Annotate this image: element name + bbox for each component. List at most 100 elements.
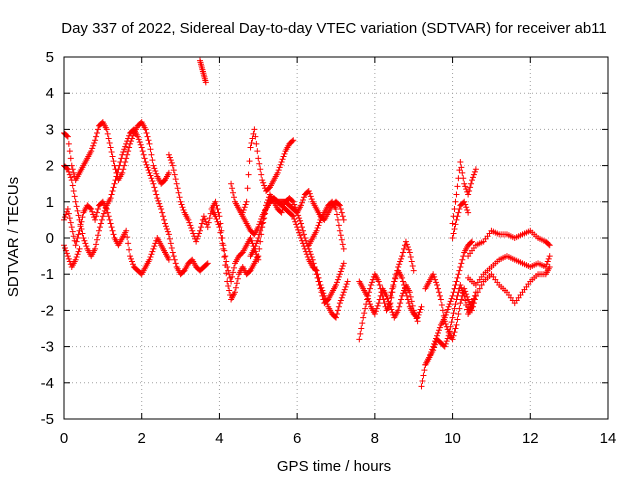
series-track-n: [387, 267, 425, 321]
data-point: [305, 187, 312, 194]
data-point: [67, 174, 74, 181]
data-point: [125, 240, 132, 247]
data-point: [136, 139, 143, 146]
data-point: [376, 296, 383, 303]
data-point: [135, 136, 142, 143]
x-tick-label: 12: [522, 430, 539, 447]
data-point: [417, 306, 424, 313]
data-point: [338, 265, 345, 272]
data-point: [546, 242, 553, 249]
data-point: [443, 338, 450, 345]
data-point: [384, 295, 391, 302]
data-point: [168, 159, 175, 166]
data-point: [452, 221, 459, 228]
data-point: [146, 256, 153, 263]
data-point: [468, 239, 475, 246]
data-point: [441, 318, 448, 325]
data-point: [340, 216, 347, 223]
data-point: [222, 262, 229, 269]
data-point: [93, 133, 100, 140]
data-point: [77, 223, 84, 230]
data-point: [302, 237, 309, 244]
data-point: [407, 293, 414, 300]
data-point: [229, 185, 236, 192]
data-point: [70, 169, 77, 176]
data-point: [453, 321, 460, 328]
data-point: [470, 171, 477, 178]
data-point: [276, 164, 283, 171]
data-point: [166, 154, 173, 161]
data-point: [213, 202, 220, 209]
data-point: [151, 243, 158, 250]
data-point: [248, 139, 255, 146]
data-point: [377, 292, 384, 299]
data-point: [251, 245, 258, 252]
data-point: [166, 235, 173, 242]
data-point: [339, 292, 346, 299]
data-point: [66, 148, 73, 155]
data-point: [239, 209, 246, 216]
data-point: [343, 281, 350, 288]
data-point: [126, 246, 133, 253]
data-point: [224, 278, 231, 285]
data-point: [374, 302, 381, 309]
data-point: [435, 285, 441, 292]
data-point: [75, 231, 82, 238]
data-point: [452, 301, 459, 308]
data-point: [157, 203, 164, 210]
data-point: [176, 194, 183, 201]
data-point: [404, 244, 411, 251]
data-point: [260, 179, 267, 186]
data-point: [402, 289, 409, 296]
y-tick-label: 1: [46, 194, 54, 211]
data-point: [453, 296, 460, 303]
data-point: [230, 269, 237, 276]
data-point: [459, 256, 466, 263]
data-point: [397, 300, 404, 307]
data-point: [107, 144, 114, 151]
data-point: [202, 79, 209, 86]
data-point: [75, 212, 82, 219]
data-point: [289, 212, 296, 219]
data-point: [420, 372, 427, 379]
data-point: [259, 220, 266, 227]
data-point: [453, 191, 460, 198]
data-point: [342, 283, 349, 290]
data-point: [220, 245, 227, 252]
data-point: [74, 251, 81, 258]
data-point: [435, 327, 442, 334]
data-point: [145, 137, 152, 144]
data-point: [543, 261, 550, 268]
data-point: [259, 177, 266, 184]
data-point: [219, 240, 226, 247]
data-point: [455, 271, 462, 278]
data-point: [291, 215, 298, 222]
data-point: [204, 260, 211, 267]
data-point: [243, 198, 250, 205]
data-point: [255, 235, 262, 241]
data-point: [447, 323, 454, 330]
data-point: [313, 271, 320, 278]
data-point: [189, 227, 196, 234]
data-point: [461, 292, 468, 299]
data-point: [245, 171, 252, 178]
data-point: [113, 173, 120, 180]
data-point: [158, 206, 165, 213]
data-point: [107, 220, 114, 227]
data-point: [376, 282, 383, 289]
data-point: [205, 219, 212, 226]
data-point: [164, 228, 171, 235]
series-track-j: [247, 191, 347, 307]
data-point: [95, 232, 101, 239]
data-point: [278, 209, 285, 216]
data-point: [449, 220, 456, 227]
data-point: [293, 221, 300, 228]
data-point: [165, 169, 172, 176]
data-point: [334, 276, 341, 283]
data-point: [99, 213, 106, 220]
data-point: [341, 286, 348, 293]
data-point: [64, 206, 71, 213]
data-point: [299, 224, 305, 231]
data-point: [299, 199, 305, 206]
